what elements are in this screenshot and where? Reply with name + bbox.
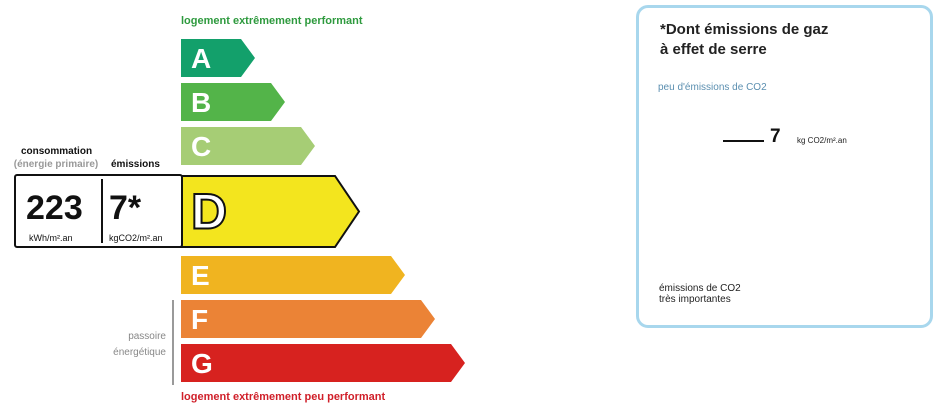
consumption-unit: kWh/m².an: [29, 233, 73, 243]
dpe-letter-f: F: [191, 304, 208, 335]
dpe-class-b: B: [181, 83, 285, 121]
dpe-bar-a: [181, 39, 255, 77]
ges-title-line2: à effet de serre: [660, 41, 767, 58]
ges-value: 7: [770, 126, 781, 147]
dpe-class-e: E: [181, 256, 405, 294]
ges-panel: [636, 5, 933, 328]
dpe-letter-g: G: [191, 348, 213, 379]
ges-value-pointer: [723, 140, 764, 142]
dpe-bar-f: [181, 300, 435, 338]
dpe-class-d: D: [180, 175, 361, 248]
dpe-class-f: F: [181, 300, 435, 338]
dpe-class-a: A: [181, 39, 255, 77]
dpe-letter-a: A: [191, 43, 211, 74]
dpe-letter-c: C: [191, 131, 211, 162]
ges-high-line1: émissions de CO2: [659, 283, 741, 294]
dpe-letter-e: E: [191, 260, 210, 291]
ges-high-label: émissions de CO2 très importantes: [659, 283, 779, 305]
ges-low-label: peu d'émissions de CO2: [658, 82, 767, 93]
dpe-letter-d: D: [191, 184, 227, 240]
dpe-bar-e: [181, 256, 405, 294]
dpe-letter-b: B: [191, 87, 211, 118]
current-value-frame: [14, 174, 183, 248]
passoire-line2: énergétique: [113, 347, 166, 358]
passoire-line1: passoire: [128, 331, 166, 342]
dpe-bar-g: [181, 344, 465, 382]
ges-unit: kg CO2/m².an: [797, 136, 847, 145]
consumption-header: consommation: [20, 146, 93, 157]
bottom-performance-label: logement extrêmement peu performant: [181, 391, 386, 403]
emissions-unit: kgCO2/m².an: [109, 233, 163, 243]
passoire-bracket: [172, 300, 174, 385]
ges-title-line1: *Dont émissions de gaz: [660, 21, 829, 38]
ges-title: *Dont émissions de gaz à effet de serre: [660, 20, 880, 60]
top-performance-label: logement extrêmement performant: [181, 15, 363, 27]
dpe-class-c: C: [181, 127, 315, 165]
emissions-header: émissions: [111, 159, 160, 170]
primary-energy-note: (énergie primaire): [13, 159, 99, 170]
consumption-value: 223: [26, 189, 83, 227]
emissions-value: 7*: [109, 189, 142, 227]
dpe-bar-b: [181, 83, 285, 121]
dpe-bar-c: [181, 127, 315, 165]
passoire-label: passoire énergétique: [96, 329, 166, 361]
dpe-class-g: G: [181, 344, 465, 382]
ges-high-line2: très importantes: [659, 294, 731, 305]
